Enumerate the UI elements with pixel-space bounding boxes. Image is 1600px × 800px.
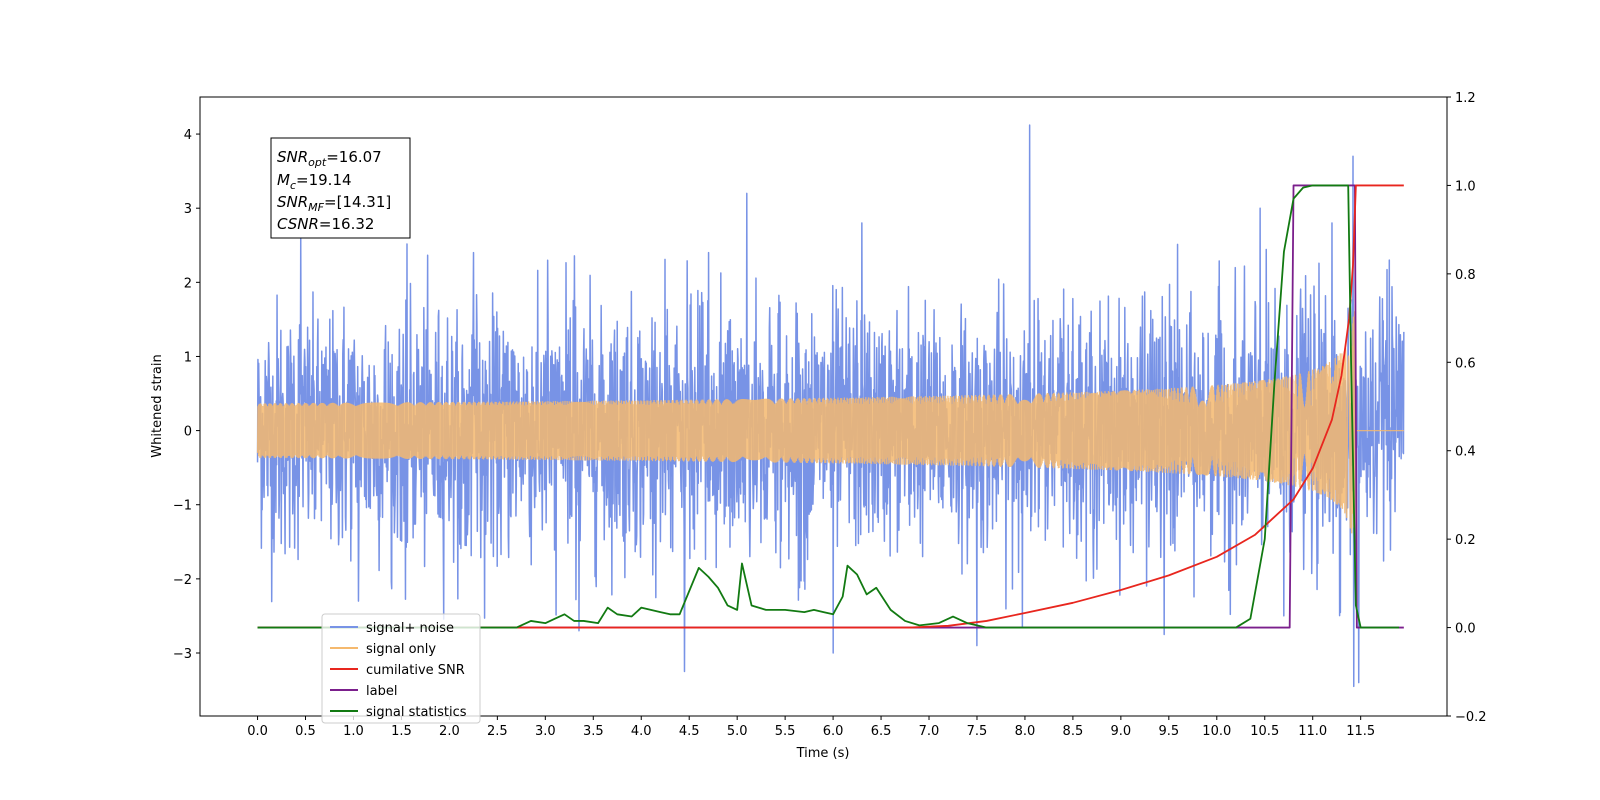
y2-tick-label: 0.0 (1455, 622, 1476, 637)
info-line: SNRMF=[14.31] (277, 193, 391, 214)
x-tick-label: 7.0 (919, 724, 940, 739)
info-box: SNRopt=16.07Mc=19.14SNRMF=[14.31]CSNR=16… (270, 137, 411, 239)
y-tick-label: 1 (184, 350, 192, 365)
x-tick-label: 8.5 (1063, 724, 1084, 739)
x-tick-label: 1.5 (391, 724, 412, 739)
y-tick-label: −2 (173, 573, 192, 588)
y-tick-label: 0 (184, 425, 192, 440)
x-axis: 0.0 0.5 1.0 1.5 2.0 2.5 3.0 3.5 4.0 4.5 5.0 5.5 6.0 6… (247, 716, 1375, 739)
y2-tick-label: 1.2 (1455, 91, 1476, 106)
y2-tick-label: 1.0 (1455, 179, 1476, 194)
y-tick-label: −1 (173, 499, 192, 514)
x-tick-label: 1.0 (343, 724, 364, 739)
y-axis-label: Whitened strain (150, 354, 165, 457)
x-tick-label: 5.5 (775, 724, 796, 739)
legend-entry: signal+ noise (366, 621, 454, 636)
x-tick-label: 8.0 (1015, 724, 1036, 739)
x-axis-label: Time (s) (796, 746, 850, 761)
x-tick-label: 11.0 (1298, 724, 1327, 739)
legend-entry: cumilative SNR (366, 663, 465, 678)
series-cumulative-snr-line (257, 184, 1404, 629)
y-tick-label: 3 (184, 202, 192, 217)
legend-entry: label (366, 684, 397, 699)
series-signal-statistics-line (257, 184, 1400, 629)
y-tick-label: 2 (184, 276, 192, 291)
info-line: Mc=19.14 (277, 171, 352, 192)
y-axis-right: −0.2 0.0 0.2 0.4 0.6 0.8 1.0 1.2 (1447, 91, 1487, 725)
x-tick-label: 10.0 (1202, 724, 1231, 739)
series-signal-only-line (256, 304, 1404, 538)
legend-entry: signal only (366, 642, 436, 657)
y2-tick-label: 0.4 (1455, 445, 1476, 460)
info-box-frame (270, 137, 411, 239)
x-tick-label: 0.5 (295, 724, 316, 739)
y-axis-left: −3 −2 −1 0 1 2 3 4 (173, 128, 200, 662)
x-tick-label: 6.5 (871, 724, 892, 739)
x-tick-label: 7.5 (967, 724, 988, 739)
info-line: SNRopt=16.07 (277, 148, 382, 169)
info-line: CSNR=16.32 (277, 215, 374, 233)
y2-tick-label: 0.8 (1455, 268, 1476, 283)
legend-frame (321, 613, 481, 724)
x-tick-label: 11.5 (1346, 724, 1375, 739)
x-tick-label: 5.0 (727, 724, 748, 739)
series-layer (256, 124, 1405, 688)
y2-tick-label: 0.6 (1455, 356, 1476, 371)
x-tick-label: 6.0 (823, 724, 844, 739)
x-tick-label: 9.0 (1111, 724, 1132, 739)
y2-tick-label: −0.2 (1455, 710, 1487, 725)
x-tick-label: 9.5 (1158, 724, 1179, 739)
x-tick-label: 2.5 (487, 724, 508, 739)
y-tick-label: 4 (184, 128, 192, 143)
x-tick-label: 10.5 (1250, 724, 1279, 739)
y-tick-label: −3 (173, 647, 192, 662)
x-tick-label: 0.0 (247, 724, 268, 739)
x-tick-label: 4.0 (631, 724, 652, 739)
plot-frame (199, 96, 1448, 717)
x-tick-label: 2.0 (439, 724, 460, 739)
legend-entry: signal statistics (366, 705, 467, 720)
x-tick-label: 3.0 (535, 724, 556, 739)
legend: signal+ noise signal only cumilative SNR la… (321, 613, 481, 724)
x-tick-label: 4.5 (679, 724, 700, 739)
y2-tick-label: 0.2 (1455, 533, 1476, 548)
x-tick-label: 3.5 (583, 724, 604, 739)
